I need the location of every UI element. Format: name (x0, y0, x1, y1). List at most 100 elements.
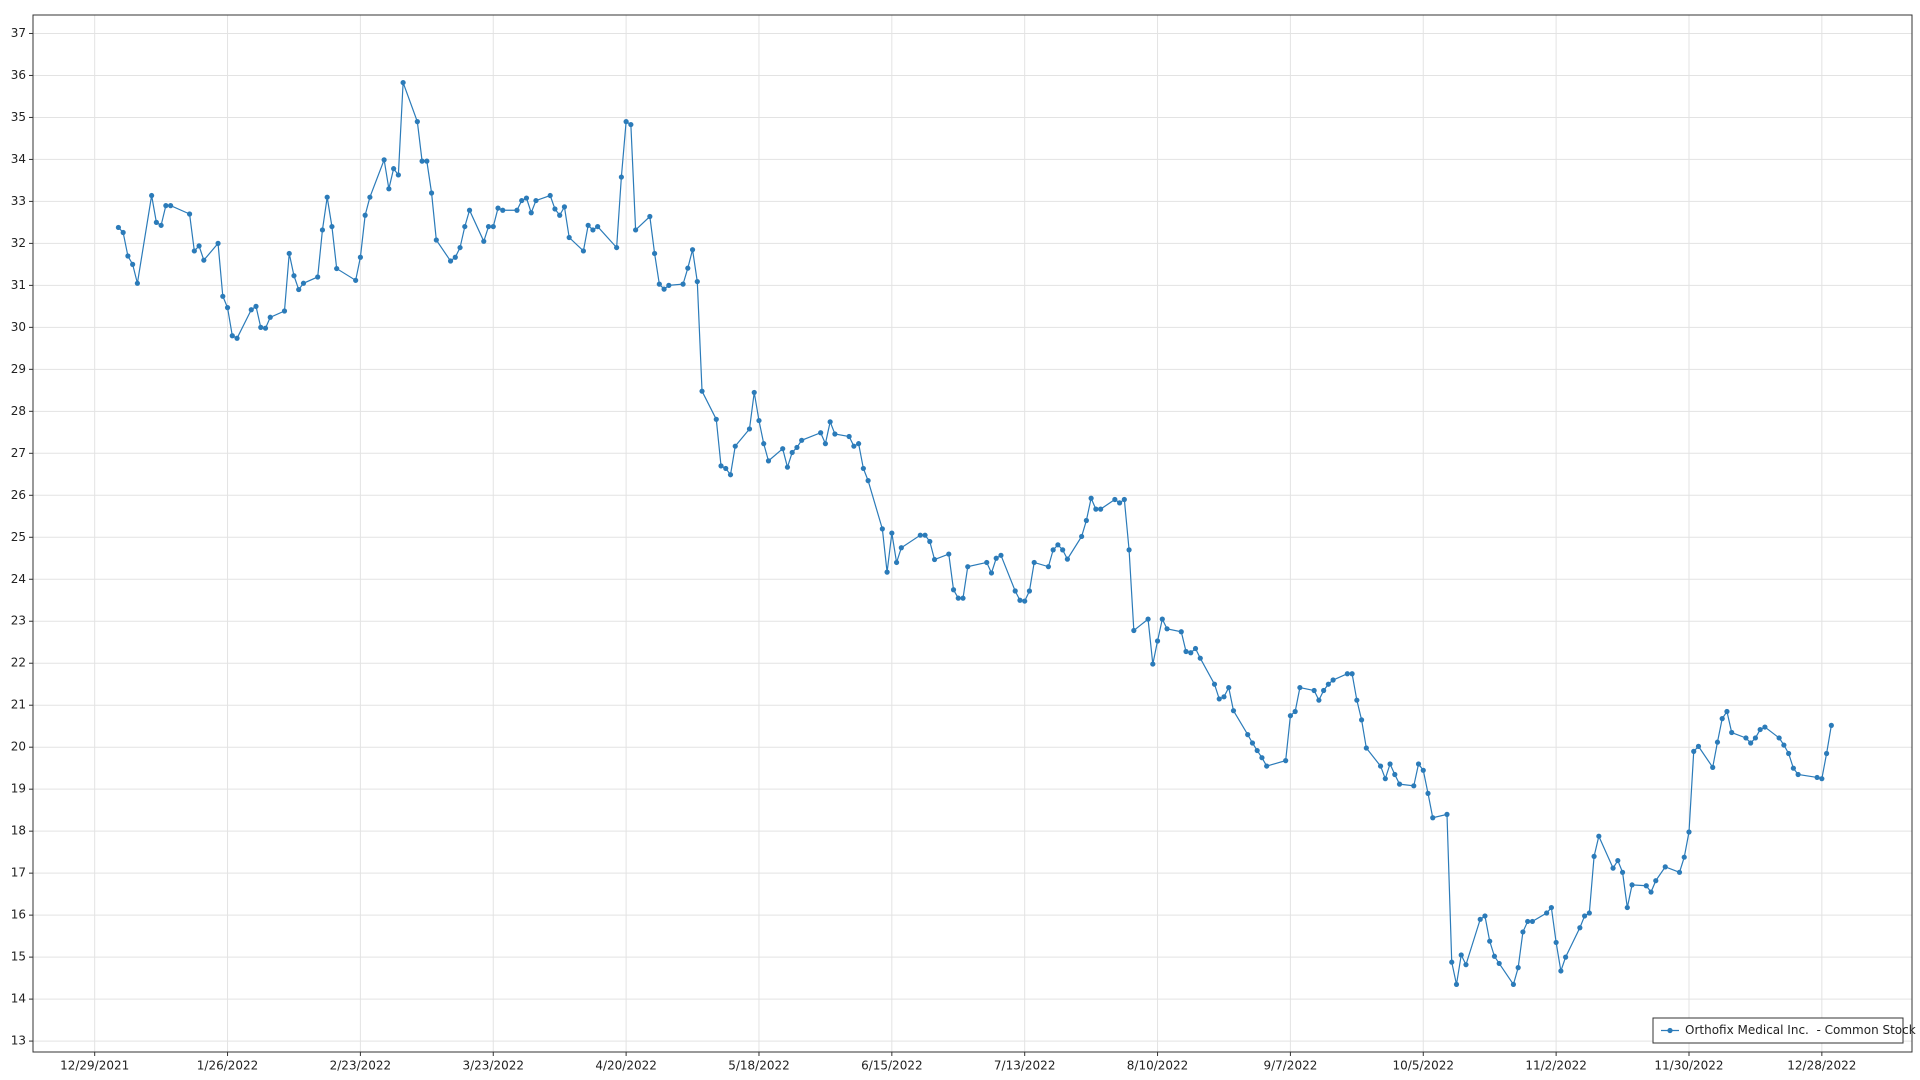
point (1643, 883, 1649, 889)
point (1050, 547, 1056, 553)
point (1283, 758, 1289, 764)
point (134, 280, 140, 286)
point (746, 426, 753, 432)
point (1354, 697, 1360, 703)
point (1624, 904, 1630, 911)
point (286, 250, 292, 257)
point (386, 186, 392, 192)
point (481, 238, 487, 244)
x-tick-label: 11/2/2022 (1525, 1059, 1587, 1073)
point (234, 335, 240, 341)
point (1064, 556, 1070, 562)
point (1776, 735, 1782, 741)
point (1591, 853, 1597, 859)
y-tick-label: 29 (11, 362, 26, 376)
point (884, 569, 890, 575)
point (258, 324, 264, 330)
point (1292, 708, 1298, 715)
point (329, 223, 335, 230)
x-tick-label: 2/23/2022 (330, 1059, 392, 1073)
legend-marker (1667, 1027, 1673, 1034)
point (761, 441, 767, 447)
point (1458, 952, 1464, 958)
y-tick-label: 14 (11, 992, 26, 1006)
point (1729, 729, 1735, 736)
point (158, 222, 164, 228)
point (856, 441, 862, 447)
point (955, 595, 961, 601)
point (656, 281, 662, 287)
point (1719, 716, 1725, 722)
point (1453, 981, 1460, 988)
point (419, 158, 425, 164)
point (680, 281, 686, 287)
point (149, 192, 155, 199)
point (1757, 726, 1763, 733)
point (1325, 681, 1331, 687)
point (315, 274, 321, 280)
point (552, 206, 558, 212)
point (1487, 938, 1493, 944)
point (1254, 747, 1260, 754)
point (1026, 588, 1033, 594)
point (879, 526, 885, 532)
point (1581, 913, 1588, 919)
point (1112, 496, 1118, 503)
point (528, 210, 534, 216)
point (1544, 910, 1550, 916)
point (1525, 918, 1531, 925)
point (1031, 559, 1037, 566)
point (614, 244, 620, 251)
point (595, 223, 601, 230)
point (300, 280, 307, 286)
point (248, 307, 254, 313)
point (125, 253, 131, 259)
point (1477, 916, 1483, 922)
point (832, 431, 838, 437)
point (566, 234, 572, 241)
point (1814, 774, 1820, 781)
point (1596, 833, 1602, 839)
point (215, 240, 221, 246)
point (851, 443, 857, 449)
point (647, 213, 653, 220)
point (931, 556, 938, 563)
y-tick-label: 13 (11, 1034, 26, 1048)
point (1786, 750, 1792, 757)
point (462, 223, 468, 230)
point (262, 325, 269, 331)
point (1444, 811, 1450, 817)
point (400, 79, 406, 86)
point (651, 250, 658, 257)
x-tick-label: 11/30/2022 (1654, 1059, 1723, 1073)
y-tick-label: 37 (11, 26, 26, 40)
x-tick-label: 3/23/2022 (462, 1059, 524, 1073)
y-tick-label: 21 (11, 698, 26, 712)
point (727, 472, 734, 478)
point (1420, 767, 1426, 773)
point (1553, 939, 1559, 946)
x-tick-label: 4/20/2022 (595, 1059, 657, 1073)
point (1819, 776, 1825, 782)
y-tick-label: 26 (11, 488, 26, 502)
x-tick-label: 12/29/2021 (60, 1059, 129, 1073)
point (633, 227, 639, 233)
point (751, 389, 757, 396)
x-tick-label: 6/15/2022 (861, 1059, 923, 1073)
point (229, 333, 235, 339)
point (391, 166, 397, 172)
point (1311, 687, 1317, 694)
point (889, 530, 895, 536)
point (1648, 889, 1654, 895)
point (500, 207, 506, 213)
point (1795, 771, 1801, 778)
point (1264, 763, 1270, 769)
point (1230, 708, 1237, 714)
point (1586, 910, 1592, 916)
point (1610, 865, 1616, 871)
point (1297, 684, 1303, 691)
y-tick-label: 19 (11, 782, 26, 796)
point (1377, 763, 1384, 769)
y-tick-label: 16 (11, 908, 26, 922)
